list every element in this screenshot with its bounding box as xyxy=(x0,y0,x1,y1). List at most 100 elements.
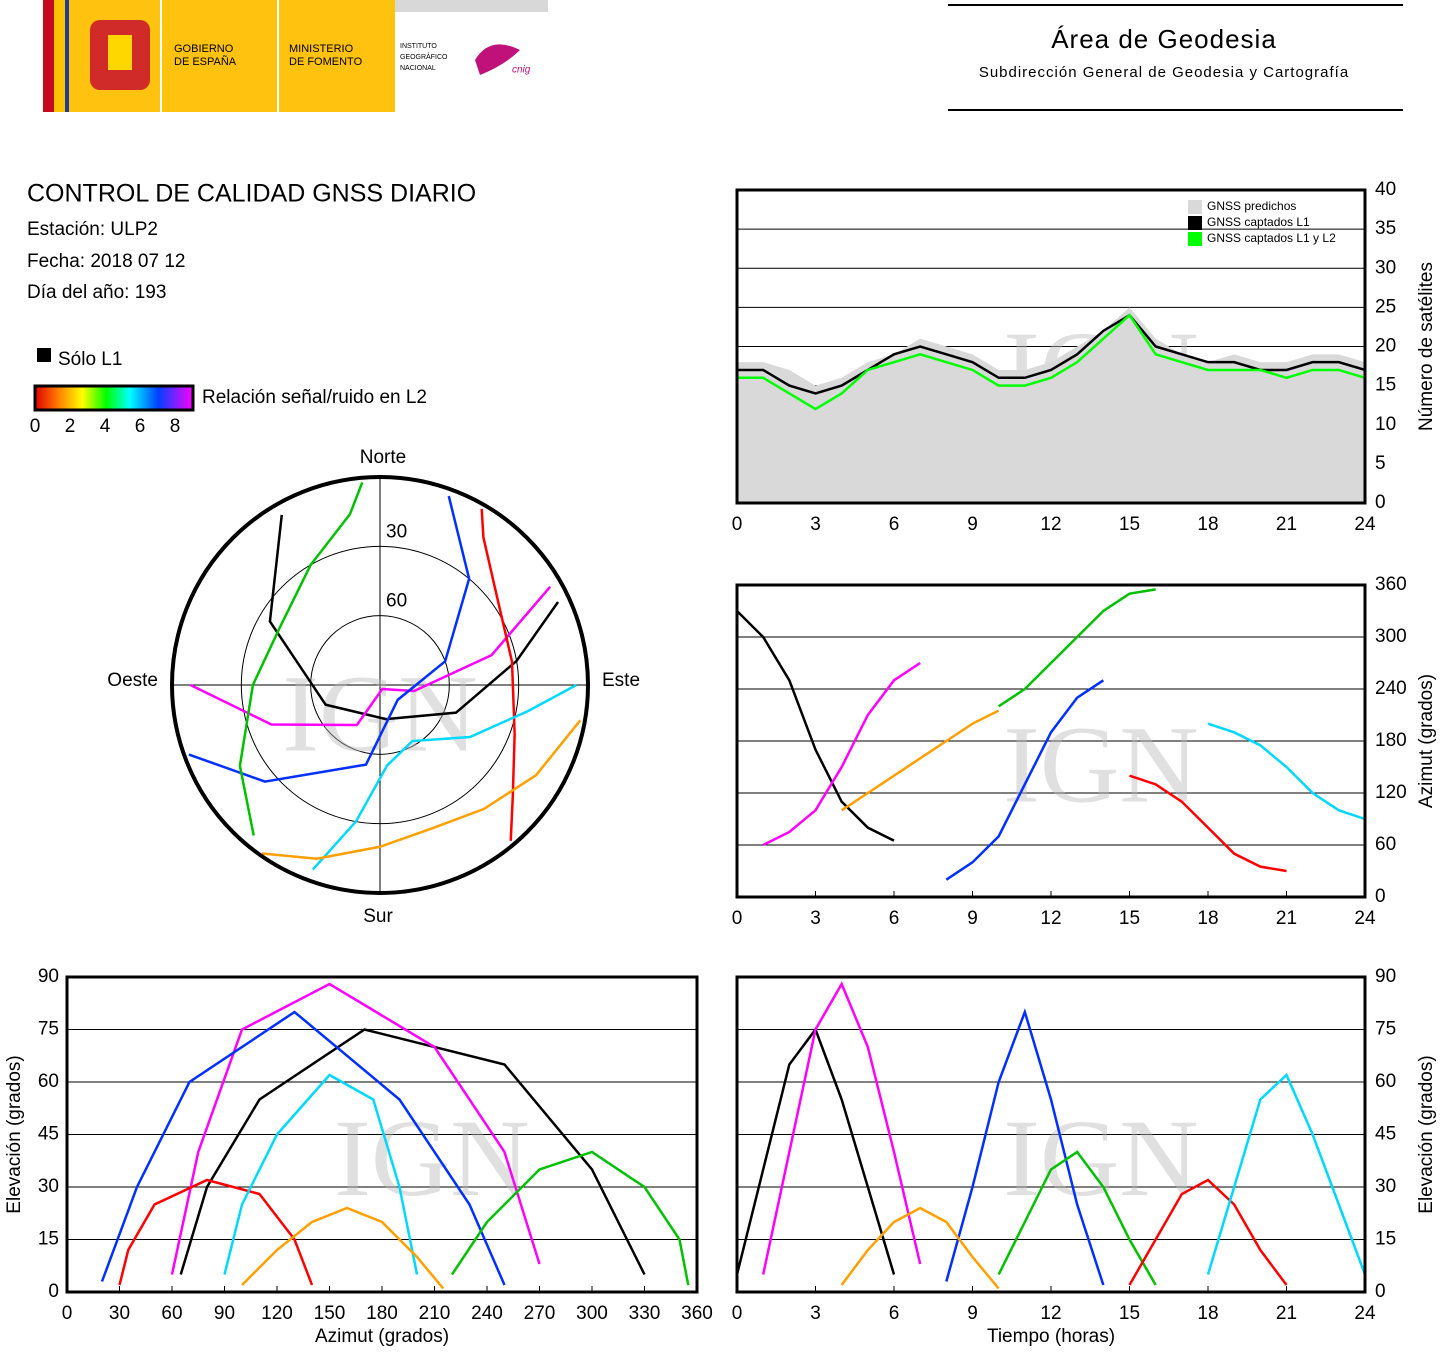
elevation-azimuth-track xyxy=(118,1178,314,1286)
l1-label: Sólo L1 xyxy=(58,349,122,370)
x-tick-label: 30 xyxy=(109,1303,130,1324)
y-tick-label: 5 xyxy=(1375,453,1386,474)
x-tick-label: 12 xyxy=(1040,908,1061,929)
colorbar-tick-label: 8 xyxy=(170,416,181,437)
logo-text: INSTITUTO xyxy=(400,43,437,50)
x-tick-label: 0 xyxy=(62,1303,73,1324)
y-axis-label: Número de satélites xyxy=(1416,262,1437,431)
logo-text: DE FOMENTO xyxy=(289,56,363,68)
x-tick-label: 15 xyxy=(1119,1303,1140,1324)
x-tick-label: 18 xyxy=(1197,514,1218,535)
x-tick-label: 12 xyxy=(1040,1303,1061,1324)
x-tick-label: 270 xyxy=(524,1303,556,1324)
x-tick-label: 9 xyxy=(967,1303,978,1324)
elevation-track xyxy=(761,981,922,1275)
y-tick-label: 0 xyxy=(1375,492,1386,513)
y-tick-label: 360 xyxy=(1375,574,1407,595)
x-tick-label: 12 xyxy=(1040,514,1061,535)
y-tick-label: 75 xyxy=(1375,1019,1396,1040)
x-tick-label: 150 xyxy=(314,1303,346,1324)
ring-label: 30 xyxy=(386,521,407,542)
x-tick-label: 9 xyxy=(967,908,978,929)
x-tick-label: 24 xyxy=(1354,514,1376,535)
azimuth-track xyxy=(1129,774,1287,873)
legend-swatch xyxy=(1188,200,1202,214)
report-title: CONTROL DE CALIDAD GNSS DIARIO xyxy=(27,180,476,208)
y-tick-label: 40 xyxy=(1375,179,1396,200)
direction-label: Este xyxy=(602,670,640,691)
y-tick-label: 300 xyxy=(1375,626,1407,647)
x-tick-label: 9 xyxy=(967,514,978,535)
x-tick-label: 60 xyxy=(161,1303,182,1324)
y-tick-label: 240 xyxy=(1375,678,1407,699)
y-tick-label: 120 xyxy=(1375,782,1407,803)
elevation-azimuth-track xyxy=(223,1073,419,1275)
colorbar-tick-label: 2 xyxy=(65,416,76,437)
y-tick-label: 90 xyxy=(38,966,59,987)
watermark: IGN xyxy=(334,1097,530,1219)
x-tick-label: 24 xyxy=(1354,1303,1376,1324)
x-tick-label: 6 xyxy=(889,908,900,929)
elevation-azimuth-track xyxy=(450,1150,690,1286)
azimuth-track xyxy=(840,709,1000,812)
elevation-track xyxy=(840,1206,1000,1290)
plot-frame xyxy=(735,975,1367,1294)
azimuth-track xyxy=(1207,722,1366,821)
elevation-track xyxy=(1206,1072,1367,1275)
sky-track xyxy=(189,585,552,727)
x-tick-label: 15 xyxy=(1119,908,1140,929)
legend-label: GNSS captados L1 y L2 xyxy=(1207,231,1336,245)
legend-swatch xyxy=(1188,216,1202,230)
x-tick-label: 0 xyxy=(732,908,743,929)
logo-text: NACIONAL xyxy=(400,65,436,72)
plot-frame xyxy=(735,583,1367,899)
x-tick-label: 3 xyxy=(810,908,821,929)
x-tick-label: 6 xyxy=(889,1303,900,1324)
line xyxy=(737,313,1366,411)
sky-track xyxy=(188,495,471,783)
azimuth-track xyxy=(762,661,921,847)
azimuth-track xyxy=(736,610,895,842)
elevation-azimuth-track xyxy=(179,1028,646,1276)
logo-text: GEOGRÁFICO xyxy=(400,52,448,61)
x-tick-label: 6 xyxy=(889,514,900,535)
azimuth-track xyxy=(997,588,1156,708)
y-tick-label: 75 xyxy=(38,1019,59,1040)
station: Estación: ULP2 xyxy=(27,219,158,240)
colorbar xyxy=(33,384,195,412)
elevation-track xyxy=(945,1008,1105,1286)
x-tick-label: 18 xyxy=(1197,1303,1218,1324)
x-tick-label: 21 xyxy=(1276,1303,1297,1324)
x-tick-label: 120 xyxy=(261,1303,293,1324)
y-tick-label: 90 xyxy=(1375,966,1396,987)
x-tick-label: 180 xyxy=(366,1303,398,1324)
x-tick-label: 300 xyxy=(576,1303,608,1324)
x-tick-label: 240 xyxy=(471,1303,503,1324)
x-tick-label: 3 xyxy=(810,1303,821,1324)
y-tick-label: 60 xyxy=(1375,834,1396,855)
elevation-track xyxy=(1128,1178,1288,1286)
sky-track xyxy=(268,514,560,721)
area-title: Área de Geodesia xyxy=(1051,24,1277,54)
colorbar-tick-label: 0 xyxy=(30,416,41,437)
y-axis-label: Elevación (grados) xyxy=(4,1055,25,1213)
elevation-azimuth-track xyxy=(241,1206,445,1290)
x-tick-label: 90 xyxy=(214,1303,235,1324)
l1-swatch xyxy=(37,348,51,362)
watermark: IGN xyxy=(1003,1097,1199,1219)
x-tick-label: 330 xyxy=(629,1303,661,1324)
area xyxy=(737,307,1365,503)
y-tick-label: 0 xyxy=(48,1281,59,1302)
elevation-ring xyxy=(310,615,450,755)
y-tick-label: 180 xyxy=(1375,730,1407,751)
y-tick-label: 30 xyxy=(1375,1176,1396,1197)
legend-label: GNSS captados L1 xyxy=(1207,215,1310,229)
date: Fecha: 2018 07 12 xyxy=(27,251,185,272)
y-tick-label: 30 xyxy=(38,1176,59,1197)
direction-label: Oeste xyxy=(107,670,158,691)
y-tick-label: 15 xyxy=(1375,1229,1396,1250)
y-tick-label: 0 xyxy=(1375,1281,1386,1302)
direction-label: Norte xyxy=(360,447,406,468)
plot-frame xyxy=(65,975,699,1294)
